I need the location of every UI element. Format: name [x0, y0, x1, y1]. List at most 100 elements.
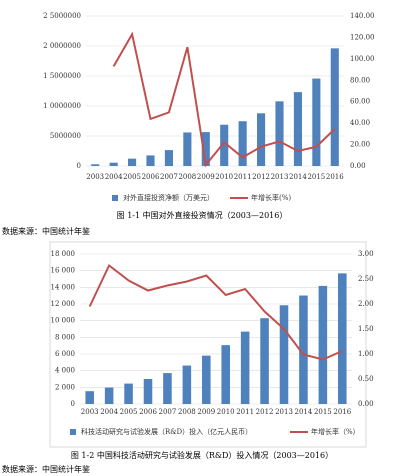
bar: [220, 124, 229, 166]
bar: [91, 164, 100, 166]
y-tick-label: 1 5000000: [43, 72, 81, 80]
x-tick-label: 2013: [271, 173, 289, 181]
bar: [201, 132, 210, 166]
y2-tick-label: 1.00: [358, 350, 374, 358]
y2-tick-label: 1.50: [358, 325, 374, 333]
bar: [221, 345, 230, 404]
y-tick-label: 5000000: [50, 132, 81, 140]
legend-label: 对外直接投资净额（万美元）: [123, 193, 214, 202]
x-tick-label: 2015: [314, 408, 332, 416]
bar: [338, 273, 347, 404]
y2-tick-label: 60.00: [350, 98, 370, 106]
bar: [182, 365, 192, 404]
x-tick-label: 2006: [142, 173, 160, 181]
y2-tick-label: 20.00: [350, 141, 370, 149]
bar: [318, 285, 328, 404]
y-tick-label: 16 000: [51, 267, 76, 275]
chart-border: [49, 241, 367, 448]
x-tick-label: 2014: [289, 173, 307, 181]
bar: [143, 378, 153, 404]
y2-tick-label: 80.00: [350, 76, 370, 84]
x-tick-label: 2005: [123, 173, 141, 181]
figure-caption: 图 1-2 中国科技活动研究与试验发展（R&D）投入情况（2003—2016）: [71, 450, 333, 460]
y2-tick-label: 0.00: [350, 162, 366, 170]
bar: [279, 305, 289, 404]
bar: [183, 132, 192, 166]
bar: [299, 295, 308, 404]
x-tick-label: 2009: [197, 173, 215, 181]
bar: [260, 318, 269, 404]
x-tick-label: 2012: [256, 408, 274, 416]
bar: [238, 121, 247, 166]
x-tick-label: 2004: [100, 408, 118, 416]
y2-tick-label: 2.00: [358, 300, 374, 308]
figure-caption: 图 1-1 中国对外直接投资情况（2003—2016）: [117, 210, 288, 220]
x-tick-label: 2012: [252, 173, 270, 181]
y-tick-label: 0: [77, 162, 81, 170]
x-tick-label: 2004: [105, 173, 123, 181]
legend-label: 年增长率（%）: [311, 427, 360, 436]
y-tick-label: 6 000: [55, 350, 75, 358]
bar: [240, 331, 250, 404]
y-tick-label: 14 000: [51, 283, 76, 291]
y-tick-label: 2 0000000: [43, 42, 81, 50]
bar: [109, 162, 118, 166]
y-tick-label: 10 000: [51, 317, 76, 325]
x-tick-label: 2008: [178, 408, 196, 416]
bar: [275, 101, 284, 166]
y2-tick-label: 3.00: [358, 250, 374, 258]
y-tick-label: 2 5000000: [43, 12, 81, 20]
bar: [330, 48, 339, 167]
x-tick-label: 2007: [159, 408, 177, 416]
bar: [293, 92, 302, 166]
y-tick-label: 4 000: [55, 367, 75, 375]
legend-label: 科技活动研究与试验发展（R&D）投入（亿元人民币）: [81, 427, 252, 436]
line: [88, 263, 343, 361]
x-tick-label: 2008: [178, 173, 196, 181]
source-note: 数据来源：中国统计年鉴: [2, 226, 90, 236]
y-tick-label: 18 000: [51, 250, 76, 258]
bar: [85, 391, 94, 404]
bar: [146, 155, 155, 166]
legend-swatch: [112, 195, 118, 201]
x-tick-label: 2011: [236, 408, 254, 416]
x-tick-label: 2013: [275, 408, 293, 416]
x-tick-label: 2014: [295, 408, 313, 416]
y2-tick-label: 2.50: [358, 275, 374, 283]
x-tick-label: 2010: [217, 408, 235, 416]
y2-tick-label: 140.00: [350, 12, 375, 20]
y-tick-label: 12 000: [51, 300, 76, 308]
y2-tick-label: 0.00: [358, 400, 374, 408]
x-tick-label: 2003: [86, 173, 104, 181]
y-tick-label: 2 000: [55, 383, 75, 391]
x-tick-label: 2011: [234, 173, 252, 181]
source-note: 数据来源：中国统计年鉴: [2, 464, 90, 474]
bar: [312, 78, 321, 166]
y-tick-label: 0: [71, 400, 75, 408]
x-tick-label: 2016: [326, 173, 344, 181]
x-tick-label: 2009: [197, 408, 215, 416]
y2-tick-label: 120.00: [350, 33, 375, 41]
bar: [163, 373, 172, 404]
x-tick-label: 2010: [215, 173, 233, 181]
bar: [124, 383, 133, 404]
x-tick-label: 2005: [120, 408, 138, 416]
x-tick-label: 2006: [139, 408, 157, 416]
x-tick-label: 2016: [333, 408, 351, 416]
y2-tick-label: 40.00: [350, 119, 370, 127]
line: [112, 31, 336, 168]
bar: [128, 158, 137, 166]
bar: [257, 113, 266, 166]
x-tick-label: 2015: [307, 173, 325, 181]
y2-tick-label: 100.00: [350, 55, 375, 63]
x-tick-label: 2003: [81, 408, 99, 416]
legend-swatch: [70, 429, 76, 435]
bar: [104, 387, 114, 404]
legend-label: 年增长率(%): [251, 193, 291, 202]
bar: [164, 150, 173, 166]
x-tick-label: 2007: [160, 173, 178, 181]
y2-tick-label: 0.50: [358, 375, 374, 383]
y-tick-label: 8 000: [55, 333, 75, 341]
